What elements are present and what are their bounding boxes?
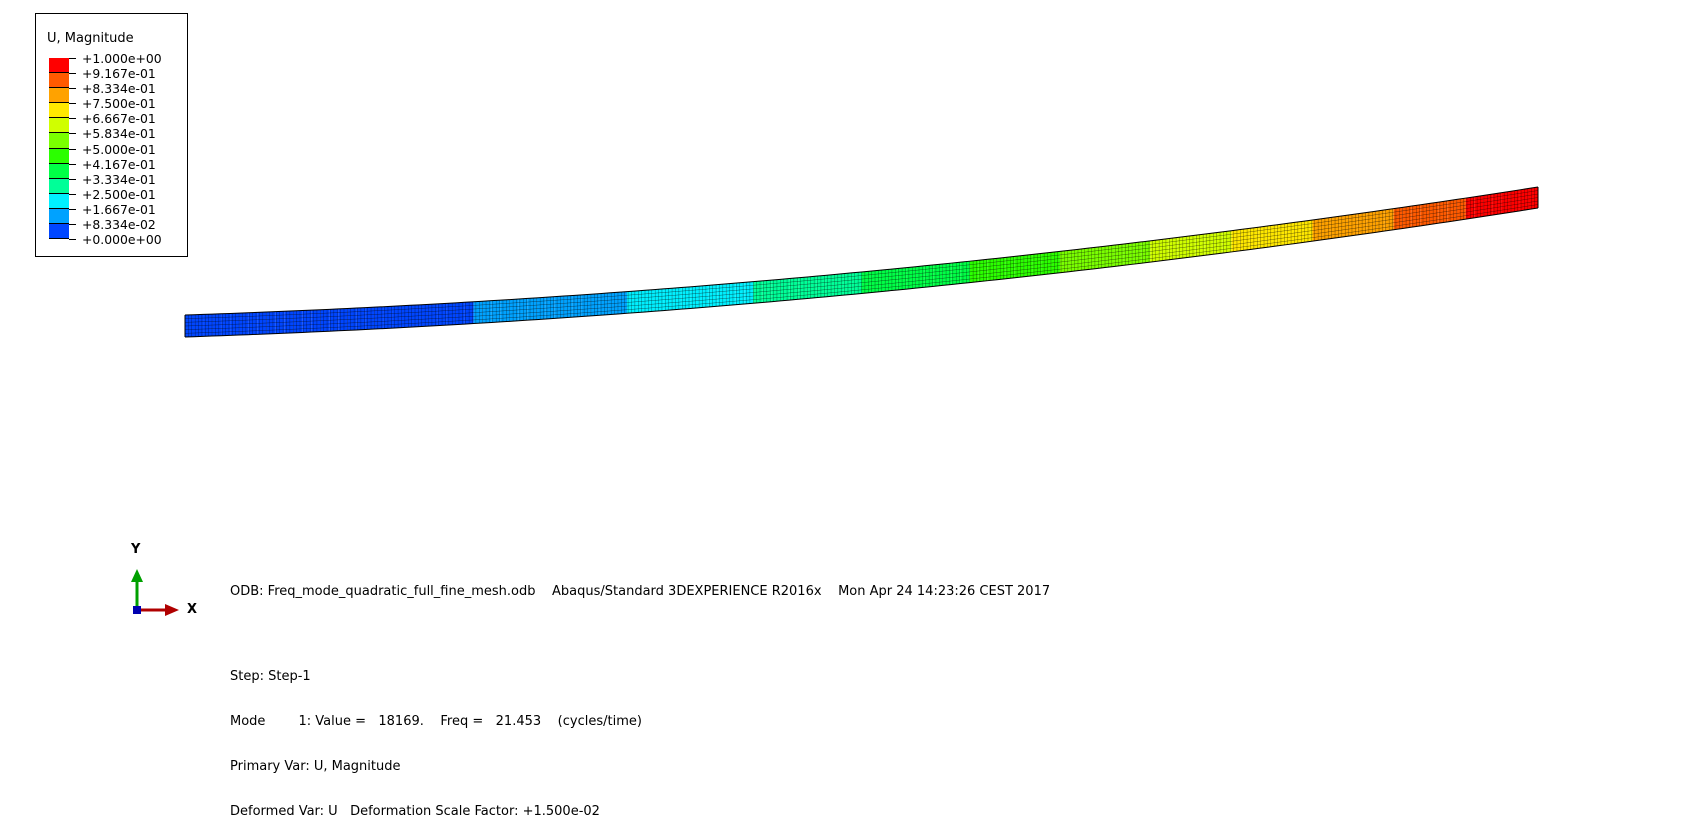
legend-label: +5.834e-01 (82, 126, 156, 142)
model-viewport[interactable] (0, 0, 1701, 664)
legend-swatch (49, 88, 69, 104)
legend-swatch (49, 224, 69, 240)
z-axis-marker-icon (133, 606, 141, 614)
y-axis-arrowhead-icon (131, 569, 143, 582)
mesh-line (184, 193, 1539, 323)
legend-tick (69, 88, 76, 90)
legend-swatch (49, 118, 69, 134)
primary-var-line: Primary Var: U, Magnitude (230, 759, 401, 774)
mode-line: Mode 1: Value = 18169. Freq = 21.453 (cy… (230, 714, 642, 729)
legend-label: +1.667e-01 (82, 201, 156, 217)
legend-tick (69, 118, 76, 120)
legend-swatch (49, 148, 69, 164)
legend-swatch (49, 193, 69, 209)
legend-label: +8.334e-01 (82, 81, 156, 97)
legend-tick (69, 73, 76, 75)
deformed-var-line: Deformed Var: U Deformation Scale Factor… (230, 804, 600, 819)
x-axis-label: X (187, 602, 198, 617)
legend-swatch (49, 208, 69, 225)
legend-tick (69, 163, 76, 165)
legend-tick (69, 239, 76, 241)
legend-tick (69, 58, 76, 59)
legend-tick (69, 224, 76, 226)
legend-tick (69, 178, 76, 180)
legend-label: +4.167e-01 (82, 156, 156, 172)
legend-label: +2.500e-01 (82, 186, 156, 202)
legend-tick (69, 193, 76, 195)
contour-legend: U, Magnitude +1.000e+00 +9.167e-01 +8.334e… (35, 13, 188, 257)
legend-swatch (49, 73, 69, 89)
legend-label: +0.000e+00 (82, 232, 162, 248)
legend-label: +1.000e+00 (82, 51, 162, 66)
legend-label: +7.500e-01 (82, 96, 156, 112)
legend-tick (69, 103, 76, 105)
legend-label: +5.000e-01 (82, 141, 156, 157)
legend-swatch (49, 178, 69, 194)
legend-swatch (49, 163, 69, 179)
deformed-beam-mesh (184, 186, 1539, 338)
legend-label: +8.334e-02 (82, 217, 156, 233)
legend-label: +9.167e-01 (82, 66, 156, 82)
legend-tick (69, 208, 76, 210)
legend-swatch (49, 133, 69, 149)
mesh-line (184, 190, 1539, 319)
legend-swatch (49, 103, 69, 119)
legend-label: +3.334e-01 (82, 171, 156, 187)
legend-tick (69, 148, 76, 150)
legend-title: U, Magnitude (47, 31, 134, 46)
legend-swatch (49, 58, 69, 74)
odb-info-line: ODB: Freq_mode_quadratic_full_fine_mesh.… (230, 584, 1051, 599)
y-axis-label: Y (131, 542, 141, 557)
step-line: Step: Step-1 (230, 669, 311, 684)
legend-tick (69, 133, 76, 135)
axis-triad: Y X (125, 542, 198, 622)
mesh-line (184, 186, 1539, 316)
legend-label: +6.667e-01 (82, 111, 156, 127)
legend-color-scale (49, 58, 69, 240)
viewport-info-block: ODB: Freq_mode_quadratic_full_fine_mesh.… (230, 554, 1050, 834)
x-axis-arrowhead-icon (165, 604, 179, 616)
